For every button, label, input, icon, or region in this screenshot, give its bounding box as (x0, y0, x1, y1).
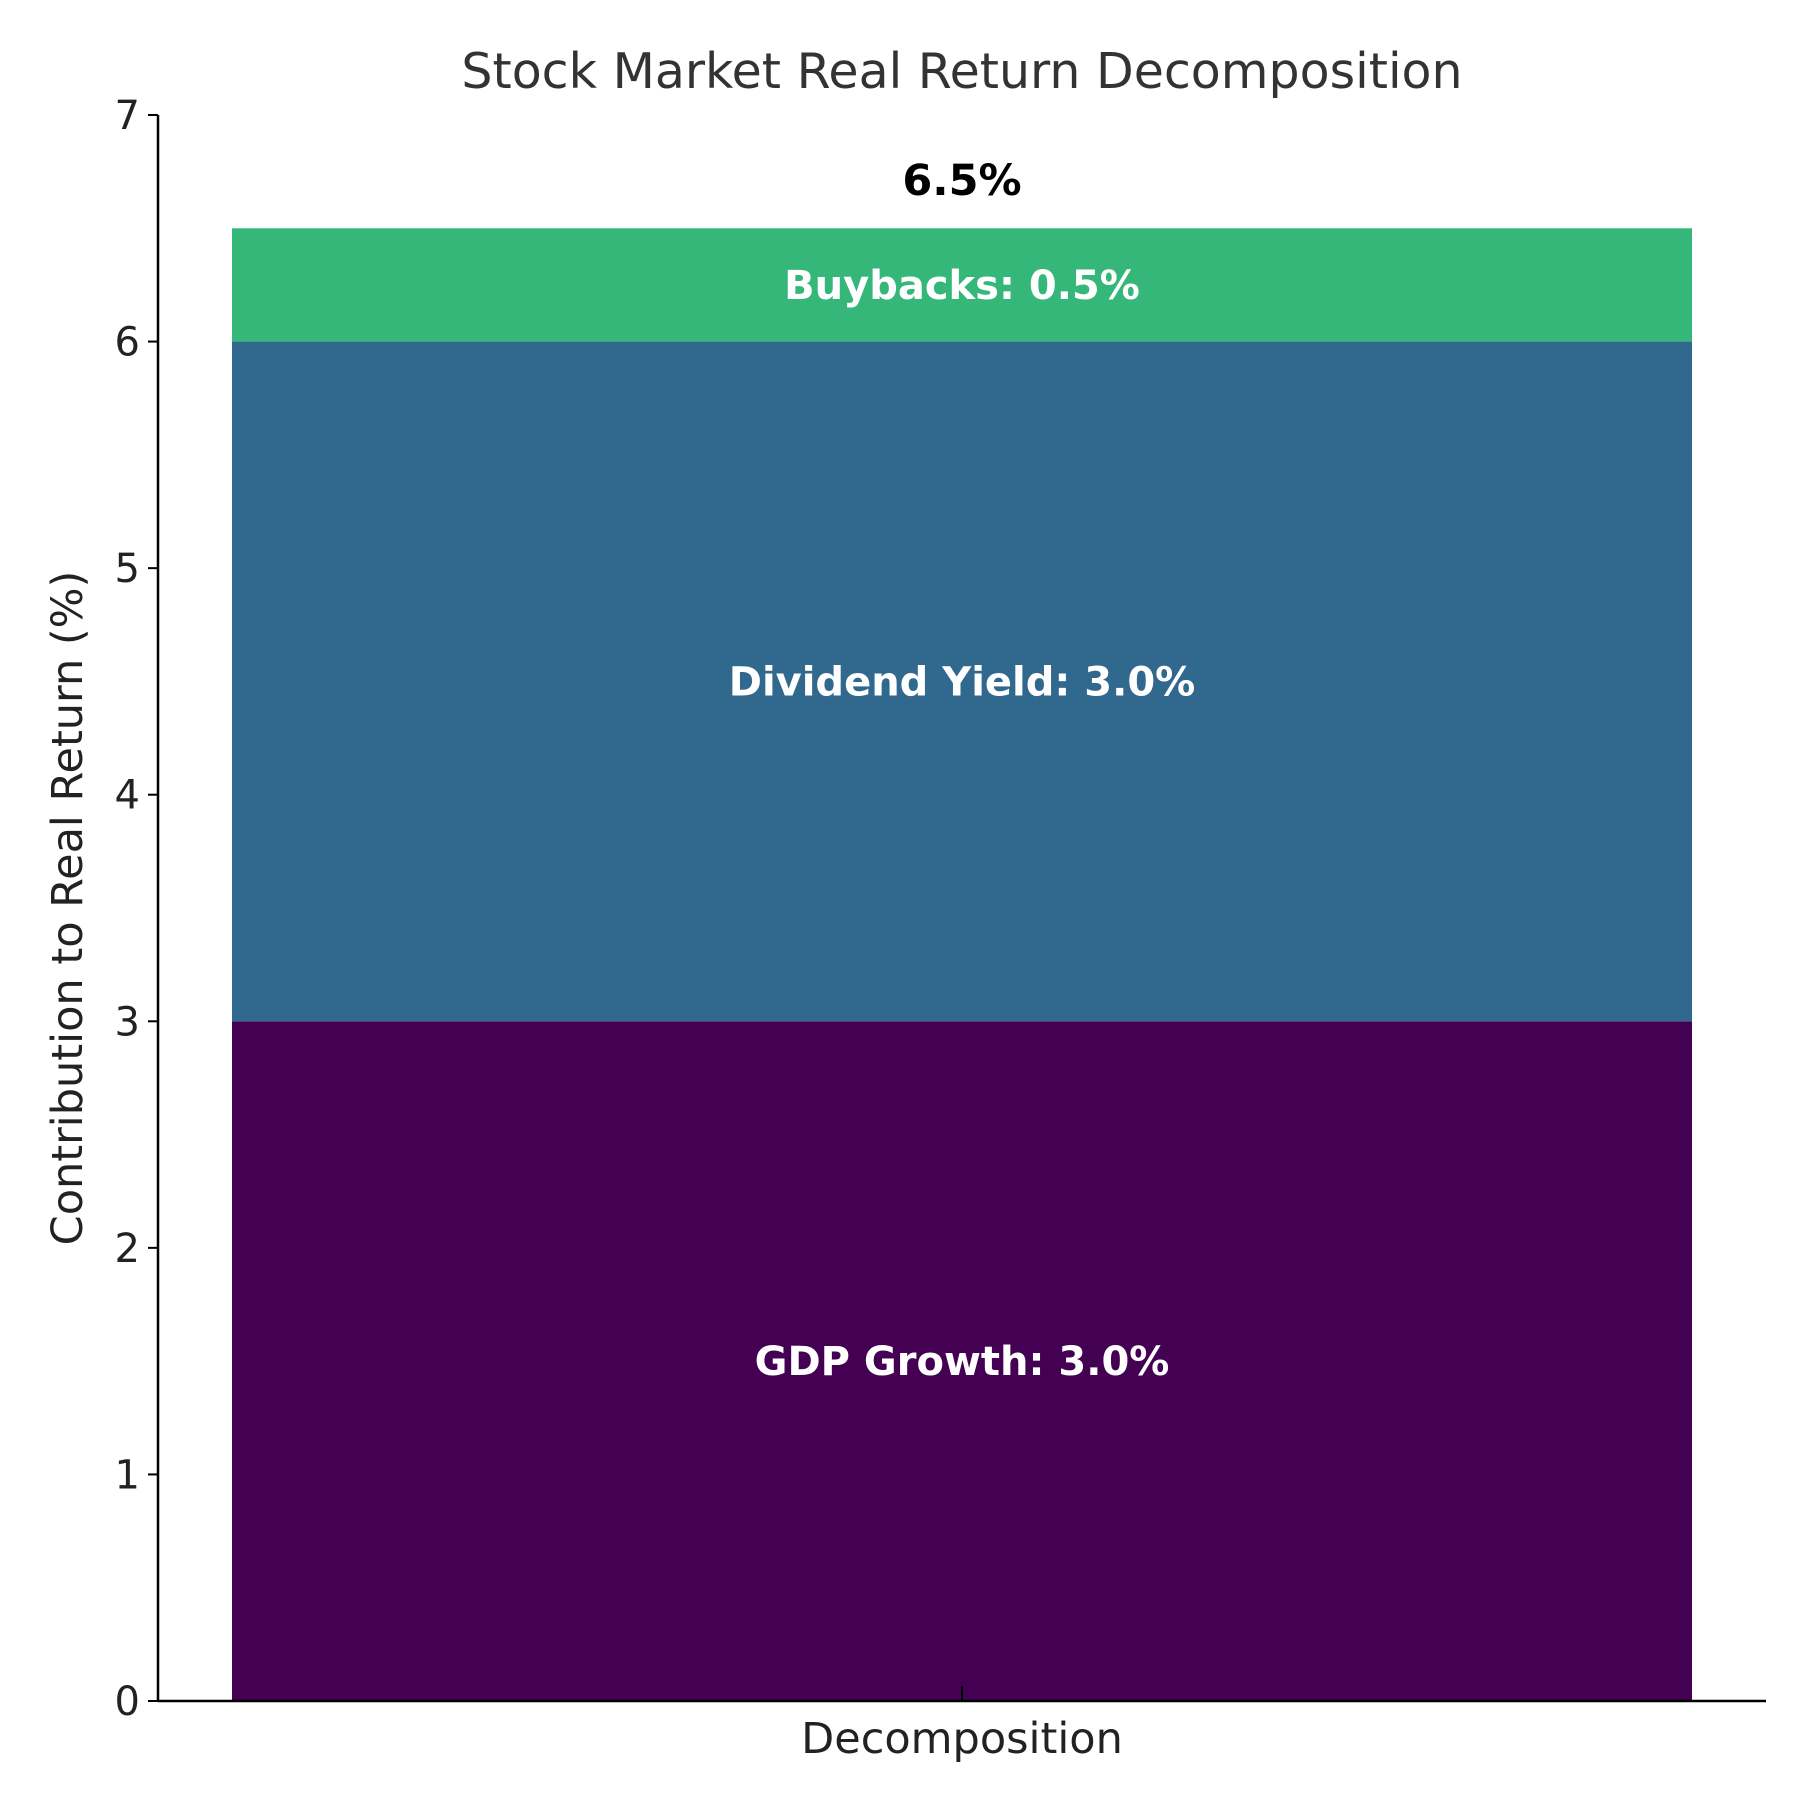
chart-title: Stock Market Real Return Decomposition (461, 43, 1462, 100)
y-tick-label: 3 (115, 999, 140, 1045)
bars-layer (232, 228, 1692, 1701)
total-label: 6.5% (902, 156, 1021, 206)
y-tick-label: 6 (115, 320, 140, 366)
y-axis-label: Contribution to Real Return (%) (43, 571, 93, 1246)
y-tick-label: 5 (115, 546, 140, 592)
x-tick-label: Decomposition (801, 1714, 1123, 1764)
y-tick-label: 0 (115, 1679, 140, 1725)
bar-segment-dividend-yield (232, 341, 1692, 1022)
segment-label-dividend-yield: Dividend Yield: 3.0% (729, 659, 1196, 705)
segment-label-buybacks: Buybacks: 0.5% (784, 263, 1140, 309)
y-tick-label: 2 (115, 1226, 140, 1272)
y-tick-label: 1 (115, 1452, 140, 1498)
segment-label-gdp-growth: GDP Growth: 3.0% (755, 1339, 1170, 1385)
y-axis-ticks: 0 1 2 3 4 5 6 7 (115, 93, 158, 1725)
bar-segment-gdp-growth (232, 1021, 1692, 1701)
y-tick-label: 4 (115, 773, 140, 819)
y-tick-label: 7 (115, 93, 140, 139)
bar-segment-buybacks (232, 228, 1692, 342)
segment-labels-layer: GDP Growth: 3.0% Dividend Yield: 3.0% Buyb… (729, 263, 1196, 1385)
